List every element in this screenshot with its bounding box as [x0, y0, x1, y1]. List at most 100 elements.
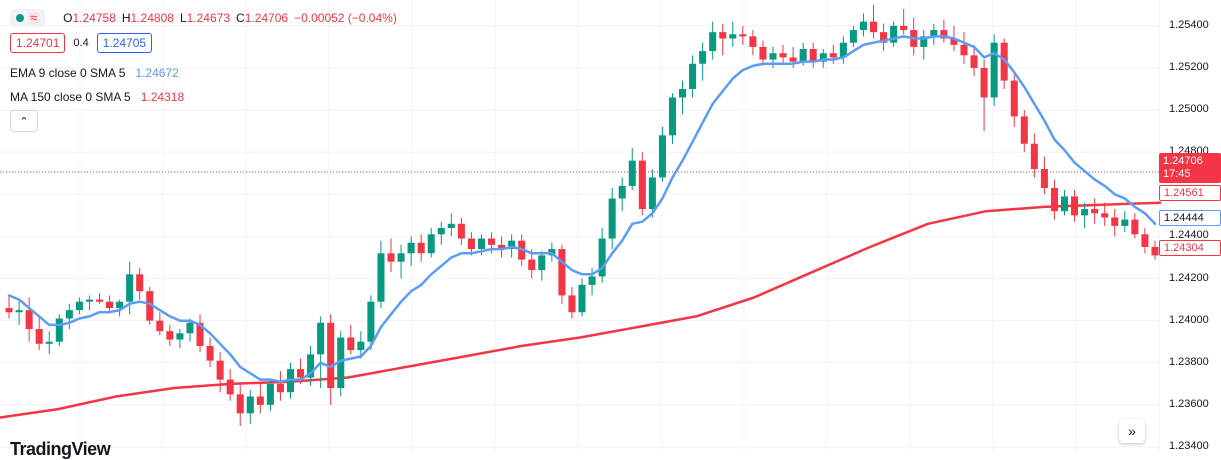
- candle-body: [578, 284, 586, 313]
- candle-body: [276, 383, 284, 393]
- price-tick-label: 1.25000: [1169, 103, 1209, 116]
- candle-body: [75, 301, 83, 311]
- candle-body: [1101, 213, 1109, 218]
- candle-body: [498, 244, 506, 250]
- candle-body: [839, 42, 847, 58]
- candle-body: [859, 21, 867, 31]
- ma-price-tag: 1.24561: [1159, 185, 1221, 201]
- candle-body: [638, 160, 646, 210]
- candle-body: [980, 67, 988, 98]
- candle-body: [769, 53, 777, 60]
- candle-body: [216, 360, 224, 380]
- candle-body: [1121, 219, 1129, 226]
- candle-body: [880, 32, 888, 43]
- candle-body: [538, 255, 546, 271]
- candle-body: [25, 310, 33, 330]
- candle-body: [1091, 209, 1099, 214]
- ma-indicator-name: MA 150 close 0 SMA 5: [10, 90, 131, 104]
- live-status-pill[interactable]: ≈: [10, 9, 46, 27]
- candle-body: [55, 318, 63, 342]
- candle-body: [136, 274, 144, 292]
- low-price-tag: 1.24304: [1159, 240, 1221, 256]
- last-price-tag: 1.24706 17:45: [1159, 153, 1221, 183]
- candle-body: [819, 53, 827, 62]
- candle-body: [15, 310, 23, 313]
- scroll-to-realtime-button[interactable]: »: [1119, 419, 1145, 443]
- candle-body: [226, 379, 234, 395]
- candle-body: [588, 276, 596, 285]
- candle-body: [467, 238, 475, 250]
- candle-body: [337, 337, 345, 389]
- candle-body: [126, 274, 134, 302]
- candle-body: [608, 198, 616, 239]
- double-chevron-right-icon: »: [1128, 423, 1136, 439]
- candle-body: [950, 38, 958, 45]
- price-tick-label: 1.24000: [1169, 313, 1209, 326]
- high-value: H1.24808: [121, 11, 174, 25]
- candle-body: [457, 223, 465, 239]
- candle-body: [1081, 209, 1089, 216]
- last-price-value: 1.24706: [1163, 155, 1203, 167]
- ema-indicator-legend[interactable]: EMA 9 close 0 SMA 5 1.24672: [10, 66, 179, 80]
- candle-body: [206, 345, 214, 361]
- buy-button[interactable]: 1.24705: [96, 33, 153, 53]
- candle-body: [960, 44, 968, 56]
- candle-body: [357, 341, 365, 351]
- candle-body: [447, 223, 455, 228]
- candle-body: [417, 242, 425, 254]
- candle-body: [799, 49, 807, 62]
- change-value: −0.00052 (−0.04%): [294, 11, 397, 25]
- candle-body: [1151, 246, 1159, 256]
- candle-body: [65, 310, 73, 319]
- candle-body: [648, 177, 656, 210]
- price-tick-label: 1.24400: [1169, 229, 1209, 242]
- candle-body: [849, 30, 857, 43]
- ohlc-values: O1.24758 H1.24808 L1.24673 C1.24706 −0.0…: [63, 11, 397, 25]
- ma-indicator-legend[interactable]: MA 150 close 0 SMA 5 1.24318: [10, 90, 184, 104]
- candle-body: [900, 25, 908, 31]
- candle-body: [869, 21, 878, 33]
- collapse-legend-button[interactable]: ⌃: [10, 110, 38, 132]
- candle-body: [367, 301, 375, 342]
- trade-panel: 1.24701 0.4 1.24705: [10, 33, 153, 53]
- candle-body: [256, 396, 264, 405]
- ohlc-legend: ≈ O1.24758 H1.24808 L1.24673 C1.24706 −0…: [10, 9, 397, 27]
- price-tick-label: 1.25200: [1169, 60, 1209, 73]
- candle-body: [95, 299, 104, 302]
- candle-body: [970, 55, 978, 68]
- candle-body: [427, 234, 435, 254]
- candle-body: [35, 329, 43, 344]
- candle-body: [809, 49, 817, 62]
- candle-body: [1020, 116, 1028, 144]
- ema-9-line: [7, 35, 1157, 383]
- candle-body: [709, 32, 717, 52]
- candle-body: [679, 89, 687, 98]
- low-value: L1.24673: [179, 11, 231, 25]
- candle-body: [890, 25, 898, 43]
- candle-body: [297, 369, 305, 378]
- candle-body: [156, 320, 164, 332]
- candle-body: [829, 53, 837, 58]
- candle-body: [729, 34, 737, 39]
- candle-body: [236, 394, 244, 414]
- ema-indicator-value: 1.24672: [135, 66, 179, 80]
- candle-body: [266, 383, 274, 405]
- candle-body: [186, 322, 194, 334]
- sell-button[interactable]: 1.24701: [10, 33, 66, 53]
- live-dot-icon: [16, 14, 24, 22]
- candle-body: [407, 242, 415, 254]
- candle-body: [196, 322, 204, 346]
- ema-indicator-name: EMA 9 close 0 SMA 5: [10, 66, 126, 80]
- candle-body: [668, 97, 676, 136]
- candle-body: [317, 322, 325, 355]
- candle-body: [176, 333, 184, 340]
- candle-body: [568, 295, 576, 313]
- price-tick-label: 1.25400: [1169, 18, 1209, 31]
- price-tick-label: 1.23800: [1169, 355, 1209, 368]
- candle-body: [658, 135, 666, 178]
- candle-body: [45, 341, 53, 344]
- candle-body: [1000, 42, 1008, 81]
- candle-body: [739, 34, 747, 37]
- tradingview-logo: TradingView: [10, 439, 111, 459]
